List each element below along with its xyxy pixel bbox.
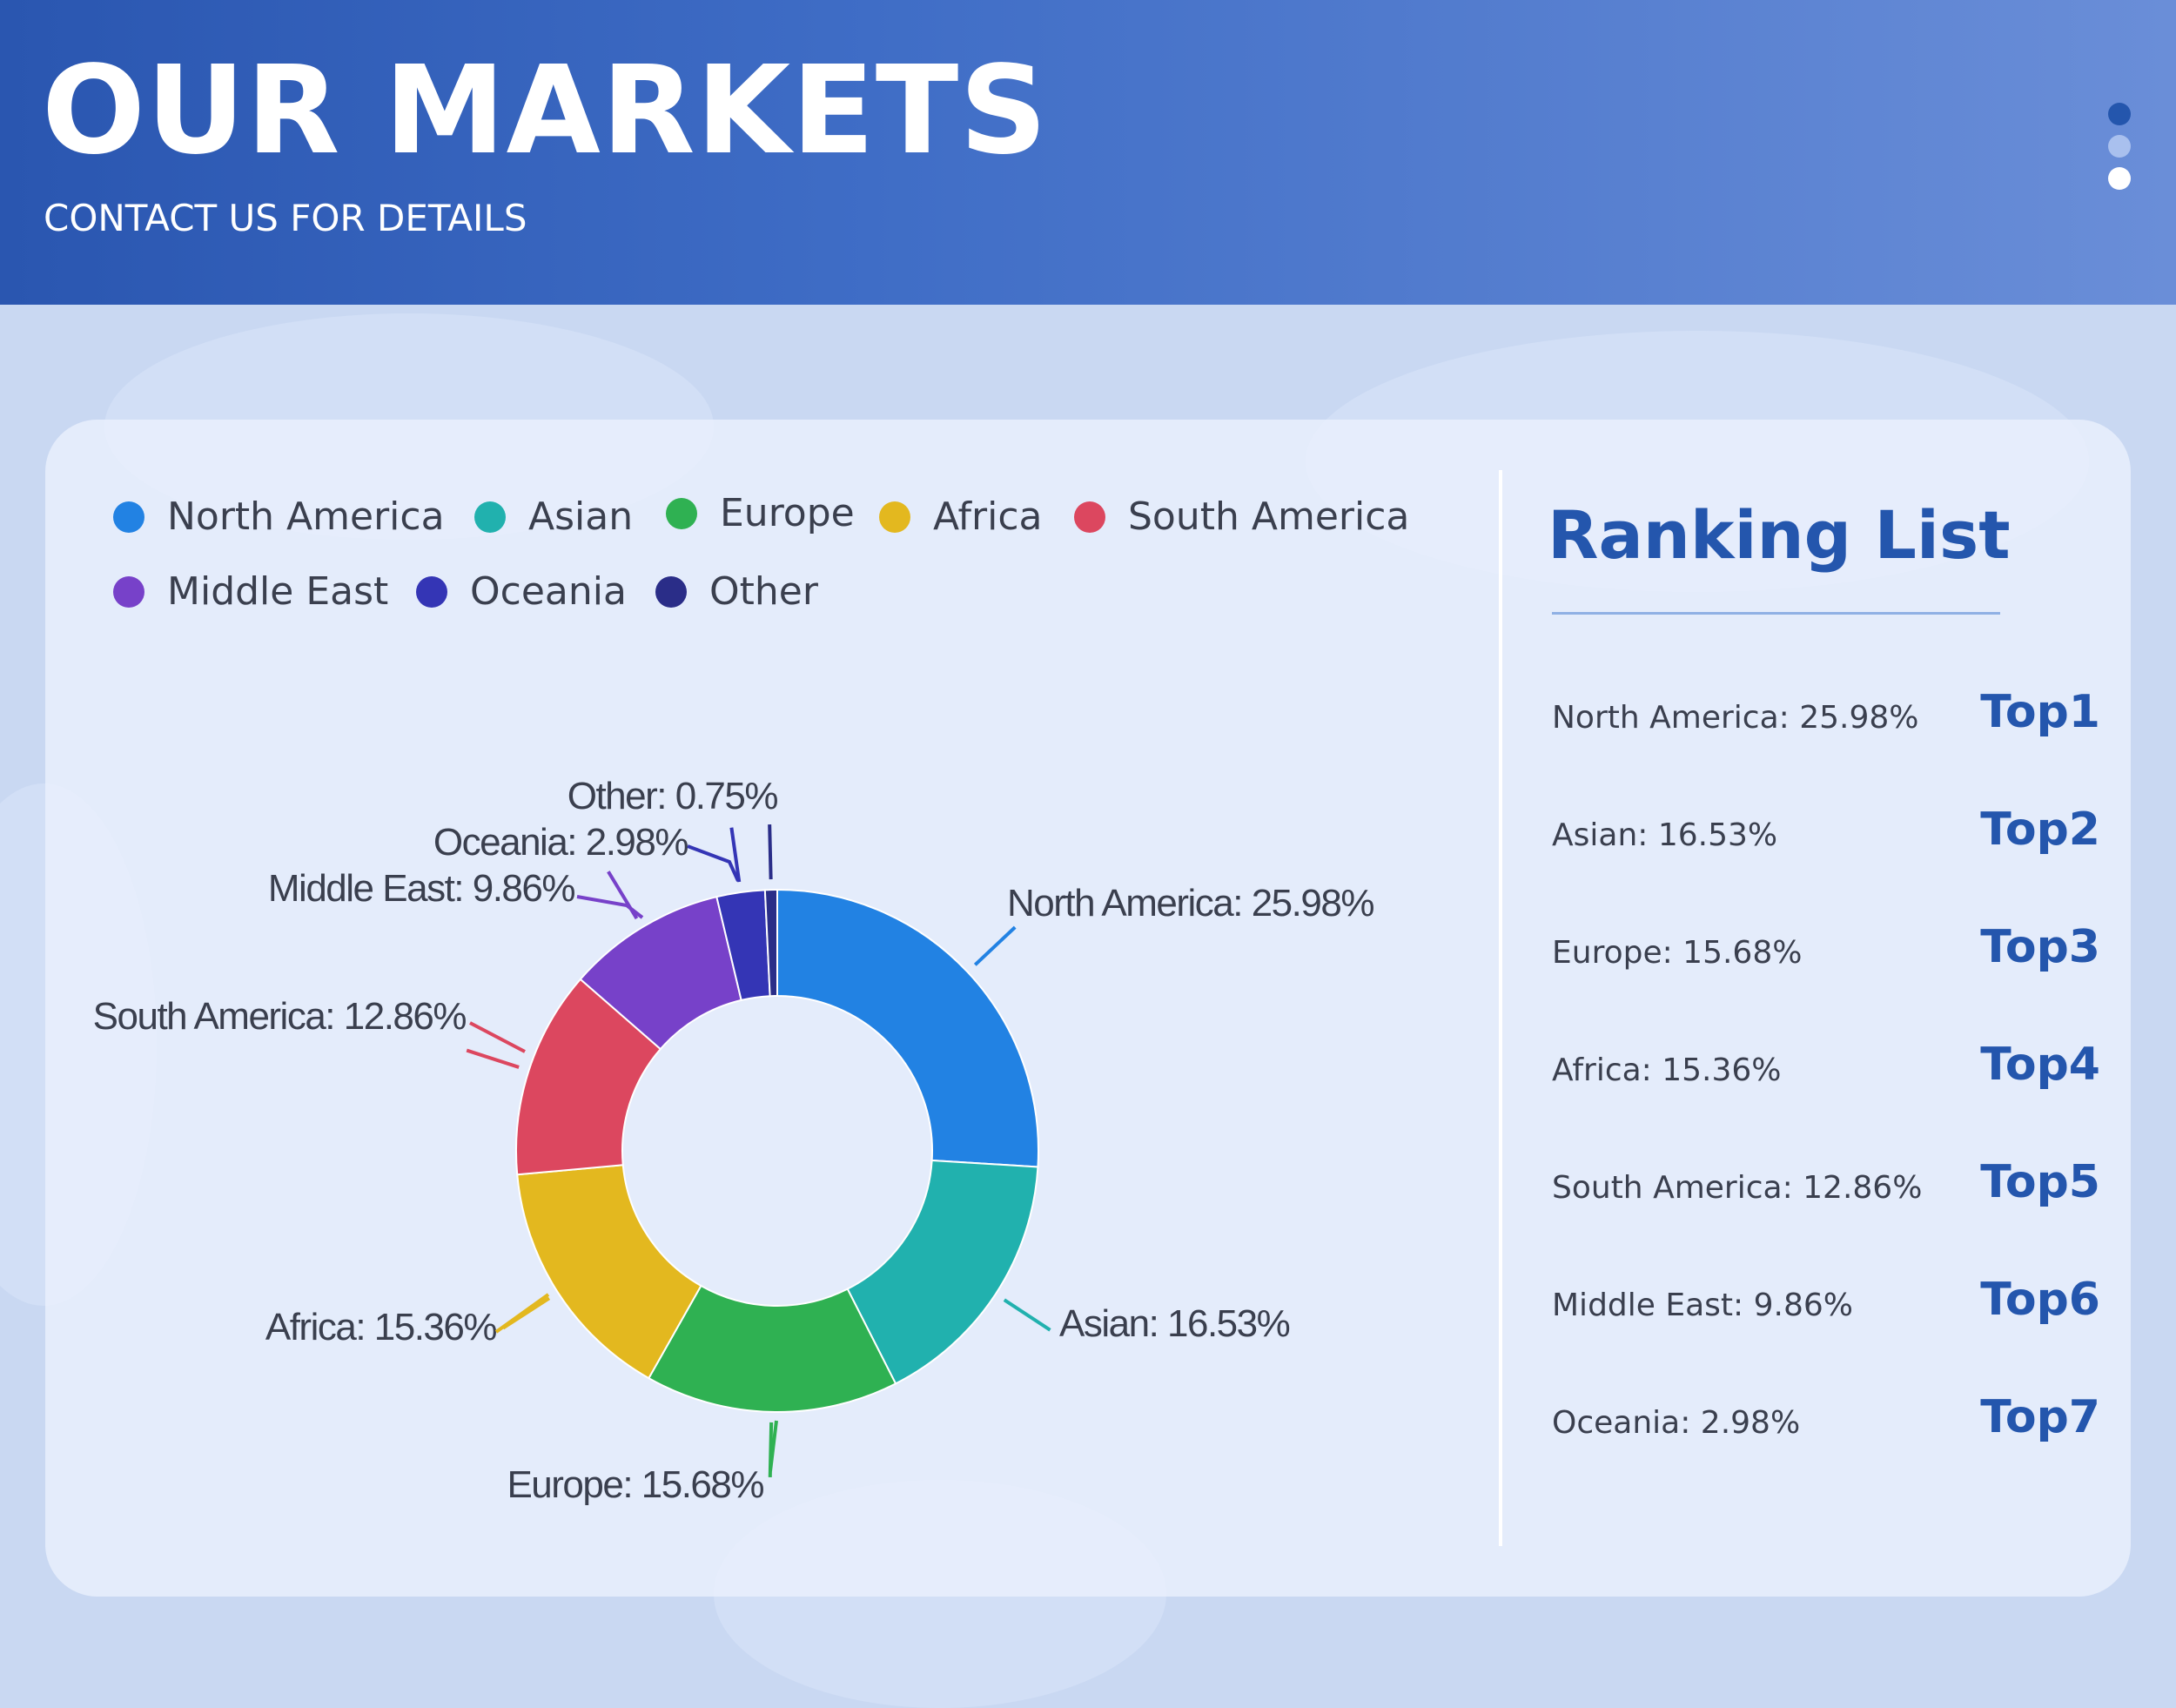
legend-label: Other bbox=[709, 569, 818, 614]
slice-label-africa: Africa: 15.36% bbox=[265, 1306, 497, 1348]
legend-label: South America bbox=[1128, 494, 1410, 539]
ranking-badge: Top1 bbox=[1980, 686, 2100, 738]
ranking-row: Europe: 15.68% Top3 bbox=[1552, 921, 2100, 982]
legend-dot bbox=[113, 501, 144, 533]
legend-dot bbox=[113, 575, 144, 608]
legend-label: Middle East bbox=[167, 569, 389, 614]
ranking-badge: Top7 bbox=[1980, 1391, 2100, 1443]
slice-label-europe: Europe: 15.68% bbox=[507, 1463, 763, 1506]
legend-label: Africa bbox=[933, 494, 1043, 539]
legend-item-middle-east[interactable]: Middle East bbox=[113, 569, 388, 614]
donut-slice-north-america[interactable] bbox=[776, 888, 1039, 1168]
slice-label-south-america: South America: 12.86% bbox=[93, 995, 467, 1038]
legend-item-other[interactable]: Other bbox=[655, 569, 818, 614]
slice-label-oceania: Oceania: 2.98% bbox=[433, 821, 688, 864]
leader-connector bbox=[576, 895, 644, 919]
leader-line-north-america bbox=[973, 925, 1017, 966]
leader-line-other bbox=[768, 824, 773, 880]
ranking-row: Oceania: 2.98% Top7 bbox=[1552, 1391, 2100, 1452]
leader-connector bbox=[469, 1021, 526, 1053]
ranking-item-text: North America: 25.98% bbox=[1552, 700, 1919, 736]
ranking-row: Middle East: 9.86% Top6 bbox=[1552, 1274, 2100, 1335]
ranking-item-text: Asian: 16.53% bbox=[1552, 817, 1778, 853]
legend-label: Europe bbox=[720, 491, 855, 535]
ranking-underline bbox=[1552, 612, 2000, 615]
ranking-badge: Top3 bbox=[1980, 921, 2100, 973]
ranking-title: Ranking List bbox=[1548, 496, 2011, 574]
donut-slice-africa[interactable] bbox=[516, 1164, 702, 1380]
ranking-item-text: Middle East: 9.86% bbox=[1552, 1288, 1853, 1323]
ranking-row: South America: 12.86% Top5 bbox=[1552, 1156, 2100, 1217]
legend-item-asian[interactable]: Asian bbox=[474, 494, 633, 539]
legend-dot bbox=[655, 575, 687, 608]
legend-item-south-america[interactable]: South America bbox=[1074, 494, 1409, 539]
legend-dot bbox=[416, 575, 447, 608]
ranking-row: North America: 25.98% Top1 bbox=[1552, 686, 2100, 747]
leader-line-oceania bbox=[729, 827, 742, 883]
legend-label: North America bbox=[167, 494, 445, 539]
more-options-icon[interactable] bbox=[2106, 103, 2132, 190]
menu-dot bbox=[2108, 135, 2131, 158]
donut-slice-other[interactable] bbox=[763, 888, 778, 998]
donut-slice-europe[interactable] bbox=[647, 1284, 897, 1414]
legend-label: Asian bbox=[528, 494, 634, 539]
ranking-badge: Top2 bbox=[1980, 804, 2100, 856]
card-divider bbox=[1499, 470, 1502, 1546]
page-title: OUR MARKETS bbox=[42, 40, 1049, 182]
ranking-item-text: Oceania: 2.98% bbox=[1552, 1405, 1801, 1441]
leader-line-asian bbox=[1003, 1298, 1051, 1332]
leader-connector bbox=[494, 1293, 550, 1334]
donut-slice-asian[interactable] bbox=[846, 1159, 1039, 1385]
legend-dot bbox=[666, 497, 697, 529]
ranking-row: Africa: 15.36% Top4 bbox=[1552, 1039, 2100, 1099]
legend-item-north-america[interactable]: North America bbox=[113, 494, 445, 539]
leader-line-south-america bbox=[466, 1048, 520, 1069]
content-card bbox=[45, 420, 2131, 1597]
ranking-badge: Top6 bbox=[1980, 1274, 2100, 1326]
ranking-badge: Top4 bbox=[1980, 1039, 2100, 1091]
leader-connector bbox=[769, 1420, 778, 1472]
ranking-item-text: Africa: 15.36% bbox=[1552, 1052, 1782, 1088]
ranking-item-text: South America: 12.86% bbox=[1552, 1170, 1923, 1206]
legend-item-africa[interactable]: Africa bbox=[879, 494, 1043, 539]
menu-dot bbox=[2108, 103, 2131, 125]
leader-connector bbox=[687, 844, 740, 882]
legend-dot bbox=[474, 501, 506, 533]
legend-item-europe[interactable]: Europe bbox=[666, 491, 855, 535]
page-subtitle: CONTACT US FOR DETAILS bbox=[44, 197, 527, 239]
legend-dot bbox=[1074, 501, 1105, 533]
ranking-badge: Top5 bbox=[1980, 1156, 2100, 1208]
slice-label-asian: Asian: 16.53% bbox=[1059, 1302, 1290, 1345]
slice-label-other: Other: 0.75% bbox=[568, 775, 778, 817]
ranking-row: Asian: 16.53% Top2 bbox=[1552, 804, 2100, 864]
slice-label-north-america: North America: 25.98% bbox=[1007, 882, 1373, 925]
legend-dot bbox=[879, 501, 910, 533]
legend-item-oceania[interactable]: Oceania bbox=[416, 569, 627, 614]
menu-dot bbox=[2108, 167, 2131, 190]
legend-label: Oceania bbox=[470, 569, 627, 614]
header-banner: OUR MARKETS CONTACT US FOR DETAILS bbox=[0, 0, 2176, 305]
ranking-item-text: Europe: 15.68% bbox=[1552, 935, 1803, 971]
slice-label-middle-east: Middle East: 9.86% bbox=[268, 867, 574, 910]
